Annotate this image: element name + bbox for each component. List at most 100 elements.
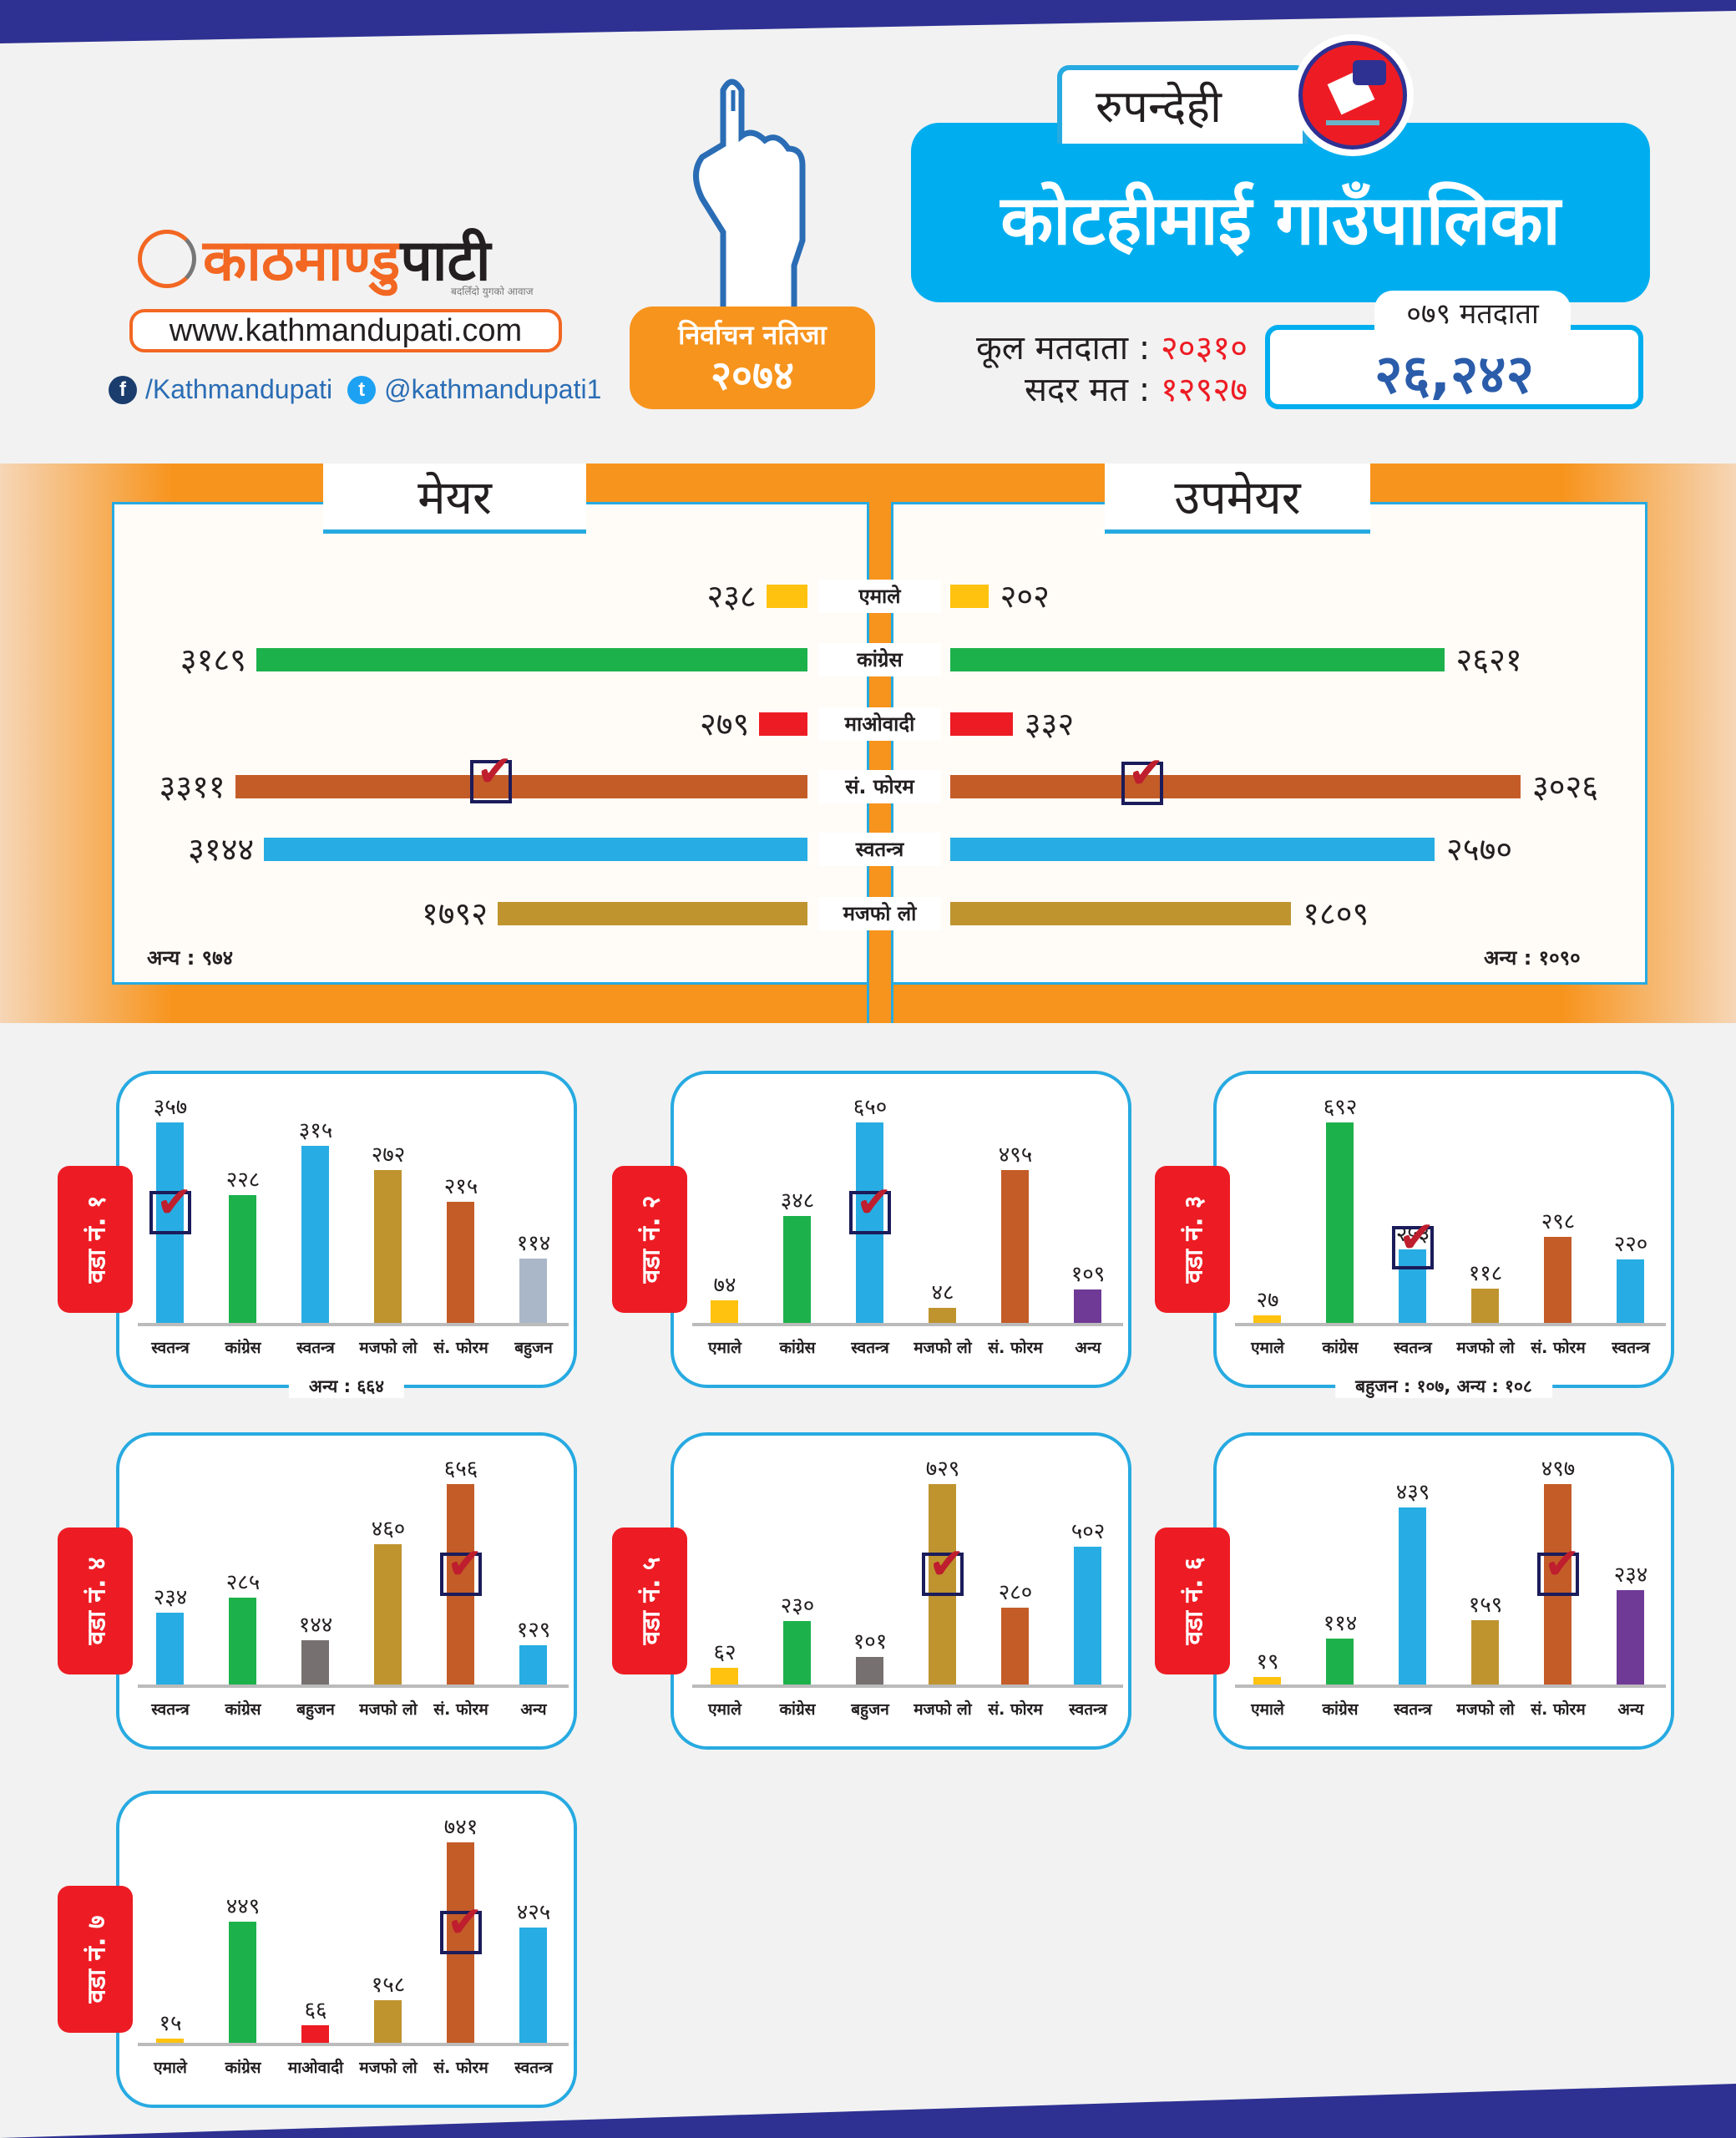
ward-others-note: अन्य : ६६४ [288,1375,405,1398]
ward-bar-value: ६६ [304,1997,327,2023]
mayor-value: ३१८९ [180,641,246,678]
ward-bar [1001,1607,1029,1685]
ward-label: वडा नं. ७ [82,1915,112,2004]
ward-bar-value: १५८ [371,1972,406,1998]
voters-079-label: ०७९ मतदाता [1374,291,1571,334]
ward-bar-label: स्वतन्त्र [514,2059,553,2077]
district-tab: रुपन्देही [1057,65,1308,144]
ward-card [116,1071,577,1388]
ward-label-tab: वडा नं. ६ [1155,1528,1230,1674]
ward-bar-label: बहुजन [851,1700,889,1719]
ward-bar-value: ३५७ [153,1095,188,1120]
valid-votes-value: १२९२७ [1161,371,1248,409]
winner-check-icon [849,1178,893,1234]
ward-bar-value: २२० [1613,1231,1648,1257]
ward-bar-value: २८० [998,1579,1033,1605]
mayor-value: १७९२ [422,895,488,932]
ward-bar [1544,1236,1572,1323]
ward-bar-value: २३० [780,1593,815,1619]
twitter-link[interactable]: @kathmandupati1 [384,374,602,404]
ward-bar-value: ११४ [516,1231,551,1257]
ward-bar-value: ११४ [1323,1610,1358,1636]
deputy-bar [950,775,1521,798]
deputy-value: २६२१ [1455,641,1522,678]
ward-bar-value: १०१ [853,1629,888,1654]
winner-check-icon [149,1178,193,1234]
website-link[interactable]: www.kathmandupati.com [129,309,562,352]
ward-bar-label: स्वतन्त्र [1394,1700,1432,1719]
deputy-bar [950,902,1292,925]
separator: : [1138,329,1151,367]
deputy-value: ३३२ [1024,706,1075,742]
ward-bar [1253,1676,1281,1685]
ward-bar [1074,1289,1101,1323]
ward-bar-label: स्वतन्त्र [1069,1700,1107,1719]
ward-bar [711,1667,738,1685]
badge-title: निर्वाचन नतिजा [678,319,827,351]
mayor-bar [766,585,807,608]
ward-bar [156,2039,184,2043]
winner-check-icon [1537,1539,1581,1596]
winner-check-icon [440,1539,483,1596]
ward-bar-label: अन्य [1617,1700,1644,1719]
facebook-link[interactable]: /Kathmandupati [145,374,333,404]
ward-bar-label: कांग्रेस [225,2059,261,2077]
ward-bar-value: ७४१ [443,1815,478,1840]
ward-bar-label: सं. फोरम [988,1339,1043,1357]
ward-bar [1617,1590,1644,1685]
ward-bar-label: एमाले [154,2059,187,2077]
party-label: माओवादी [818,707,941,741]
valid-votes-label: सदर मत [1025,371,1129,409]
ward-label: वडा नं. ३ [1179,1195,1209,1284]
ward-bar-label: कांग्रेस [1322,1700,1359,1719]
badge-year: २०७४ [711,352,794,399]
winner-check-icon [1121,748,1164,805]
ward-bar-label: माओवादी [287,2059,344,2077]
ward-bar-label: सं. फोरम [433,1700,488,1719]
mayor-bar [256,648,807,671]
chart-baseline [138,1323,569,1326]
logo-text-dark: पाटी [400,228,491,294]
ward-bar-value: १२९ [516,1617,551,1643]
twitter-icon: t [347,375,377,404]
ward-bar [519,1644,547,1685]
mayor-value: २७९ [699,706,750,742]
ward-bar [301,1640,329,1685]
ward-bar [1253,1315,1281,1323]
deputy-bar [950,585,989,608]
ward-card [116,1791,577,2108]
ward-bar-label: मजफो लो [359,1700,418,1719]
ward-bar-label: मजफो लो [359,2059,418,2077]
voters-079-value: २६,२४२ [1265,325,1643,409]
social-links: f /Kathmandupati t @kathmandupati1 [109,374,601,405]
ward-bar-label: स्वतन्त्र [296,1339,335,1357]
ward-label-tab: वडा नं. १ [58,1166,133,1313]
mayor-bar [759,712,807,736]
ward-bar [374,1999,402,2043]
total-voters-label: कूल मतदाता [976,329,1129,367]
ward-bar-label: सं. फोरम [988,1700,1043,1719]
vote-totals: कूल मतदाता : २०३१० सदर मत : १२९२७ [914,327,1248,411]
party-label: मजफो लो [818,897,941,930]
ward-bar-label: स्वतन्त्र [151,1700,190,1719]
deputy-bar [950,712,1013,736]
logo: काठमाण्डुपाटी [136,219,490,296]
ward-bar-label: स्वतन्त्र [851,1339,889,1357]
mayor-value: ३१४४ [188,831,255,868]
ward-label: वडा नं. ५ [636,1557,666,1645]
ward-bar-value: १४४ [298,1613,333,1639]
chart-baseline [138,2043,569,2046]
logo-text-orange: काठमाण्डु [203,228,401,294]
ward-bar-value: २१५ [443,1174,478,1200]
winner-check-icon [440,1897,483,1954]
ward-bar-value: ४६० [371,1516,406,1542]
chart-baseline [138,1685,569,1688]
ward-bar-value: ६५० [853,1095,888,1120]
ward-bar-label: कांग्रेस [225,1339,261,1357]
ward-bar-value: १०९ [1070,1261,1106,1287]
ward-bar-label: सं. फोरम [1531,1700,1586,1719]
ward-bar-label: बहुजन [296,1700,335,1719]
election-commission-emblem-icon [1292,34,1414,156]
ward-bar [156,1613,184,1685]
ward-bar-label: एमाले [708,1700,741,1719]
